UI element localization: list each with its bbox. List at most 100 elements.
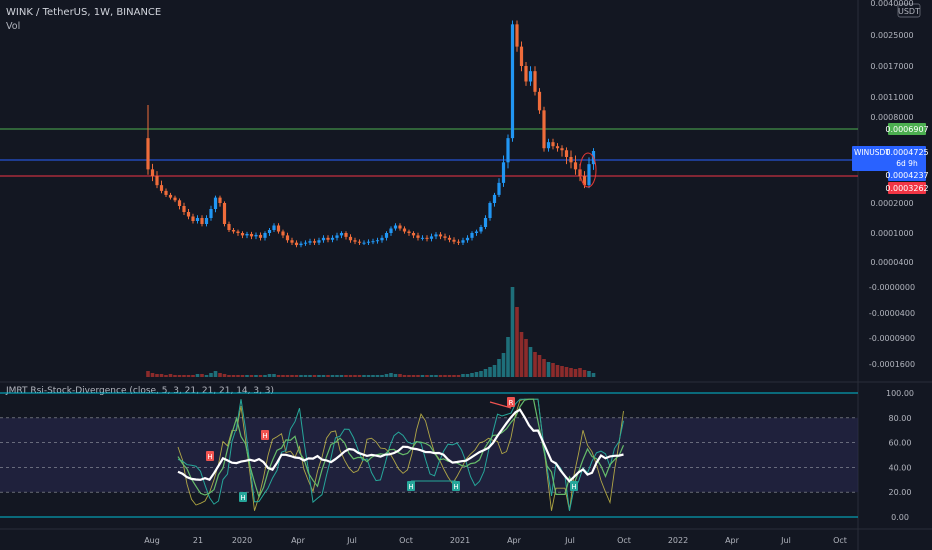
volume-bar (330, 375, 335, 377)
candle-body (452, 239, 456, 242)
price-tick-label: 0.0000400 (870, 258, 913, 267)
candle-body (506, 138, 510, 163)
candle-body (294, 242, 299, 246)
candle-body (222, 203, 227, 224)
time-tick-label: Aug (144, 536, 160, 545)
indicator-tick-label: 40.00 (889, 463, 912, 472)
candle-body (564, 150, 569, 157)
volume-bar (294, 375, 299, 377)
volume-bar (299, 375, 303, 377)
red-line-tag (888, 182, 926, 194)
candle-body (303, 242, 308, 244)
volume-bar (371, 375, 375, 377)
symbol-title[interactable]: WINK / TetherUS, 1W, BINANCE (6, 7, 161, 18)
volume-bar (402, 375, 407, 377)
stoch-k-line (177, 398, 624, 511)
volume-bar (411, 375, 416, 377)
candle-body (195, 218, 200, 221)
last-price-tag (852, 146, 926, 171)
candle-body (240, 233, 245, 236)
currency-label: USDT (898, 7, 920, 16)
price-tick-label: 0.0017000 (870, 62, 913, 71)
time-tick-label: Jul (780, 536, 791, 545)
price-tick-label: 0.0011000 (870, 93, 913, 102)
currency-box[interactable] (897, 3, 921, 18)
rsi-line (177, 398, 625, 499)
candle-body (236, 231, 240, 233)
volume-bar (438, 375, 443, 377)
candle-body (479, 227, 483, 232)
candle-body (497, 182, 501, 195)
volume-bar (254, 375, 258, 377)
candle-body (402, 228, 407, 232)
candle-body (317, 240, 321, 243)
candle-body (330, 237, 335, 240)
volume-bar (528, 347, 533, 377)
time-tick-label: Oct (833, 536, 847, 545)
candle-body (411, 233, 416, 236)
price-axis[interactable]: 0.0040000 0.0025000 0.0017000 0.0011000 0.00… (870, 0, 913, 267)
volume-bar (470, 373, 474, 377)
volume-bar (258, 375, 263, 377)
candle-body (213, 197, 218, 209)
volume-bar (312, 375, 317, 377)
stoch-d-line (177, 398, 624, 511)
candle-body (285, 235, 290, 241)
volume-bar (560, 366, 564, 377)
horizontal-lines[interactable] (0, 128, 858, 177)
candle-body (366, 241, 371, 243)
candle-body (312, 241, 317, 243)
volume-bar (434, 375, 438, 377)
candle-body (191, 216, 195, 221)
volume-bar (303, 375, 308, 377)
volume-bar (344, 375, 348, 377)
volume-bar (231, 375, 236, 377)
volume-bar (492, 365, 497, 377)
candle-body (326, 237, 330, 240)
time-tick-label: 2020 (232, 536, 252, 545)
candle-body (542, 110, 546, 149)
candle-body (375, 240, 380, 242)
time-tick-label: Apr (507, 536, 522, 545)
volume-tick-label: -0.0001600 (869, 360, 915, 369)
price-tick-label: 0.0002000 (870, 199, 913, 208)
volume-bar (267, 374, 272, 377)
candle-body (272, 225, 276, 230)
candle-body (308, 241, 312, 243)
volume-bar (398, 374, 402, 377)
divergence-marker (206, 451, 214, 461)
candle-body (290, 240, 294, 243)
candle-body (492, 194, 497, 203)
volume-bar (407, 375, 411, 377)
candle-body (551, 142, 555, 147)
volume-bar (168, 374, 173, 377)
candlesticks (146, 20, 597, 248)
candle-body (209, 209, 213, 218)
candle-body (231, 230, 236, 232)
price-tick-label: 0.0001000 (870, 229, 913, 238)
candle-body (447, 237, 452, 240)
candle-body (587, 164, 591, 186)
price-tick-label: 0.0040000 (870, 0, 913, 8)
green-line-tag (888, 123, 926, 135)
candle-body (227, 224, 231, 230)
divergence-marker (570, 481, 578, 491)
annotation-ellipse (579, 152, 597, 188)
volume-bar (339, 375, 344, 377)
indicator-title[interactable]: JMRT Rsi-Stock-Divergence (close, 5, 3, … (5, 386, 274, 396)
volume-bar (263, 375, 267, 377)
volume-bar (177, 375, 182, 377)
volume-bar (416, 375, 420, 377)
volume-tick-label: -0.0000400 (869, 309, 915, 318)
time-axis[interactable]: Aug 21 2020 Apr Jul Oct 2021 Apr Jul Oct 2022 Apr Ju… (144, 536, 847, 545)
volume-bar (582, 370, 587, 377)
indicator-tick-label: 20.00 (889, 488, 912, 497)
volume-bar (380, 375, 384, 377)
volume-bar (155, 374, 159, 377)
candle-body (488, 203, 492, 218)
candle-body (537, 91, 542, 111)
volume-bar (474, 372, 479, 377)
candle-body (569, 156, 573, 163)
